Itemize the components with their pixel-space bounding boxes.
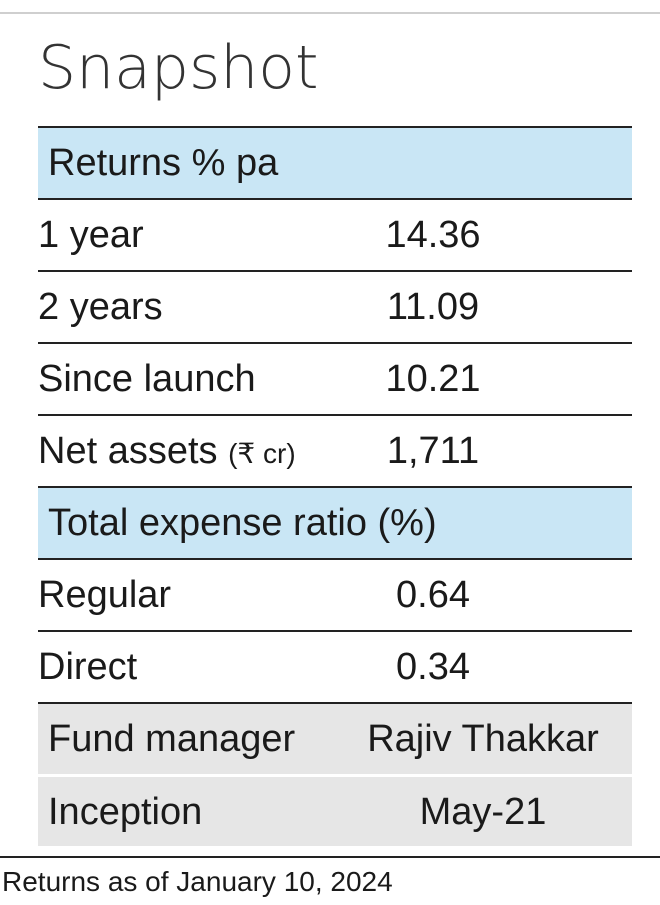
row-label: Regular — [38, 574, 172, 616]
row-label: Since launch — [38, 358, 256, 400]
returns-header-row: Returns % pa — [38, 126, 632, 198]
table-row: Direct 0.34 — [38, 630, 632, 702]
bottom-rule — [0, 856, 660, 858]
fund-manager-label: Fund manager — [48, 718, 296, 760]
row-value: 0.64 — [396, 574, 470, 616]
expense-header: Total expense ratio (%) — [48, 502, 437, 544]
net-assets-text: Net assets — [38, 430, 218, 472]
inception-label: Inception — [48, 790, 203, 833]
row-label: Direct — [38, 646, 138, 688]
net-assets-row: Net assets (₹ cr) 1,711 — [38, 414, 632, 486]
net-assets-unit: (₹ cr) — [228, 438, 296, 469]
page-title: Snapshot — [38, 33, 319, 103]
table-row: Regular 0.64 — [38, 558, 632, 630]
table-row: 1 year 14.36 — [38, 198, 632, 270]
row-label: 2 years — [38, 286, 163, 328]
returns-header: Returns % pa — [48, 142, 279, 184]
top-rule — [0, 12, 660, 14]
row-value: 14.36 — [385, 214, 481, 256]
expense-header-row: Total expense ratio (%) — [38, 486, 632, 558]
net-assets-value: 1,711 — [386, 430, 480, 472]
inception-value: May-21 — [419, 790, 547, 833]
snapshot-table: Returns % pa 1 year 14.36 2 years 11.09 … — [38, 126, 632, 846]
fund-manager-value: Rajiv Thakkar — [367, 718, 599, 760]
table-row: Since launch 10.21 — [38, 342, 632, 414]
row-label: 1 year — [38, 214, 144, 256]
footnote: Returns as of January 10, 2024 — [2, 866, 393, 897]
row-value: 0.34 — [396, 646, 470, 688]
net-assets-label: Net assets (₹ cr) — [38, 432, 296, 470]
fund-manager-row: Fund manager Rajiv Thakkar — [38, 702, 632, 774]
row-value: 11.09 — [386, 286, 480, 328]
inception-row: Inception May-21 — [38, 774, 632, 846]
table-row: 2 years 11.09 — [38, 270, 632, 342]
row-value: 10.21 — [385, 358, 481, 400]
